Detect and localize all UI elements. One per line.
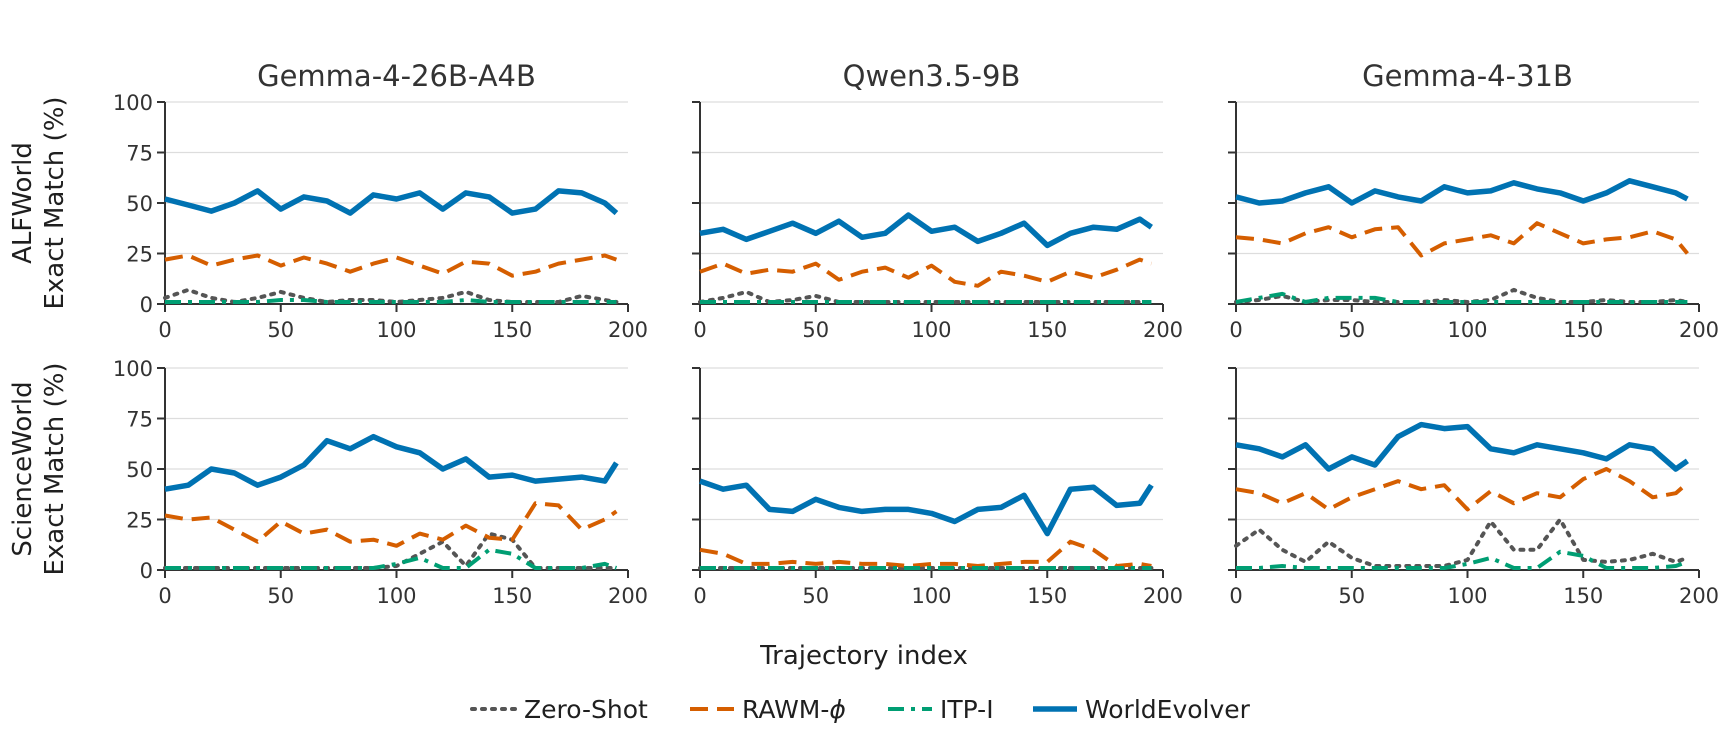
x-tick-label: 150 (1027, 318, 1067, 342)
panel-r1-c0: 0 25 50 75 100 0 50 100 150 200 ScienceWorldExact … (8, 357, 648, 608)
x-tick-label: 0 (158, 318, 171, 342)
legend-item-worldevolver: WorldEvolver (1033, 695, 1251, 724)
y-tick-label: 0 (140, 559, 153, 583)
y-tick-label: 100 (113, 357, 153, 381)
legend-item-zero-shot: Zero-Shot (470, 695, 648, 724)
y-tick-label: 50 (126, 458, 153, 482)
series-line-itp-i (165, 547, 618, 570)
series-line-zero-shot (163, 531, 619, 570)
series-line-worldevolver (164, 188, 619, 216)
panel-title: Qwen3.5-9B (843, 59, 1021, 93)
x-tick-label: 100 (376, 584, 416, 608)
panel-r1-c1: 0 50 100 150 200 (692, 367, 1183, 608)
series-line-rawm (699, 257, 1153, 288)
x-tick-label: 50 (1338, 318, 1365, 342)
x-tick-label: 0 (1229, 318, 1242, 342)
x-tick-label: 200 (1679, 584, 1719, 608)
row-y-label-line2: Exact Match (%) (40, 362, 70, 575)
legend-label-text: Zero-Shot (524, 695, 648, 724)
x-tick-label: 0 (1229, 584, 1242, 608)
x-tick-label: 200 (1679, 318, 1719, 342)
y-tick-label: 100 (113, 91, 153, 115)
panel-title: Gemma-4-26B-A4B (257, 59, 536, 93)
series-line-worldevolver (699, 478, 1154, 537)
panel-r0-c0: 0 25 50 75 100 0 50 100 150 200 Gemma-4-26B-A4B ALF… (8, 59, 648, 342)
legend-label: WorldEvolver (1085, 695, 1251, 724)
legend: Zero-Shot RAWM-ϕ ITP-I WorldEvolver (470, 695, 1251, 724)
x-tick-label: 100 (376, 318, 416, 342)
legend-label: RAWM-ϕ (742, 695, 846, 724)
y-tick-label: 75 (126, 408, 153, 432)
legend-label-text: ITP-I (940, 695, 994, 724)
x-tick-label: 0 (693, 584, 706, 608)
y-tick-label: 50 (126, 192, 153, 216)
series-line-worldevolver (1235, 421, 1689, 472)
x-axis-label: Trajectory index (759, 641, 968, 671)
series-line-rawm (164, 501, 618, 548)
x-tick-label: 50 (802, 318, 829, 342)
x-tick-label: 200 (1143, 584, 1183, 608)
panel-r0-c2: 0 50 100 150 200 Gemma-4-31B (1228, 59, 1719, 342)
x-tick-label: 50 (1338, 584, 1365, 608)
row-y-label: ALFWorldExact Match (%) (8, 96, 70, 309)
series-line-rawm (164, 253, 618, 278)
series-line-itp-i (1235, 291, 1688, 304)
series-line-zero-shot (1234, 517, 1690, 568)
series-line-rawm (1235, 221, 1689, 258)
x-tick-label: 150 (1027, 584, 1067, 608)
y-tick-label: 25 (126, 509, 153, 533)
x-tick-label: 50 (267, 318, 294, 342)
panel-r1-c2: 0 50 100 150 200 (1228, 367, 1719, 608)
row-y-label: ScienceWorldExact Match (%) (8, 362, 70, 575)
x-tick-label: 200 (1143, 318, 1183, 342)
legend-label: ITP-I (940, 695, 994, 724)
x-tick-label: 100 (1447, 318, 1487, 342)
x-tick-label: 100 (911, 584, 951, 608)
legend-label: Zero-Shot (524, 695, 648, 724)
y-tick-label: 25 (126, 243, 153, 267)
x-tick-label: 150 (1563, 584, 1603, 608)
series-line-rawm (1235, 467, 1689, 512)
legend-label-text: RAWM- (742, 695, 829, 724)
x-tick-label: 0 (693, 318, 706, 342)
series-line-itp-i (165, 298, 617, 304)
x-tick-label: 50 (802, 584, 829, 608)
x-tick-label: 150 (492, 318, 532, 342)
series-line-worldevolver (1235, 178, 1689, 206)
x-tick-label: 0 (158, 584, 171, 608)
row-y-label-line2: Exact Match (%) (40, 96, 70, 309)
panel-r0-c1: 0 50 100 150 200 Qwen3.5-9B (692, 59, 1183, 342)
x-tick-label: 150 (492, 584, 532, 608)
legend-item-itp-i: ITP-I (888, 695, 994, 724)
legend-label-symbol: ϕ (829, 695, 846, 724)
x-tick-label: 100 (1447, 584, 1487, 608)
x-tick-label: 200 (608, 318, 648, 342)
x-tick-label: 150 (1563, 318, 1603, 342)
panel-title: Gemma-4-31B (1362, 59, 1573, 93)
x-tick-label: 50 (267, 584, 294, 608)
series-line-worldevolver (164, 433, 619, 492)
series-line-itp-i (1236, 549, 1689, 570)
row-y-label-line1: ScienceWorld (8, 381, 38, 556)
x-tick-label: 100 (911, 318, 951, 342)
y-tick-label: 75 (126, 142, 153, 166)
legend-label-text: WorldEvolver (1085, 695, 1251, 724)
series-line-rawm (699, 539, 1152, 568)
x-tick-label: 200 (608, 584, 648, 608)
legend-item-rawm: RAWM-ϕ (690, 695, 846, 724)
row-y-label-line1: ALFWorld (8, 142, 38, 264)
series-line-worldevolver (699, 212, 1153, 249)
y-tick-label: 0 (140, 293, 153, 317)
